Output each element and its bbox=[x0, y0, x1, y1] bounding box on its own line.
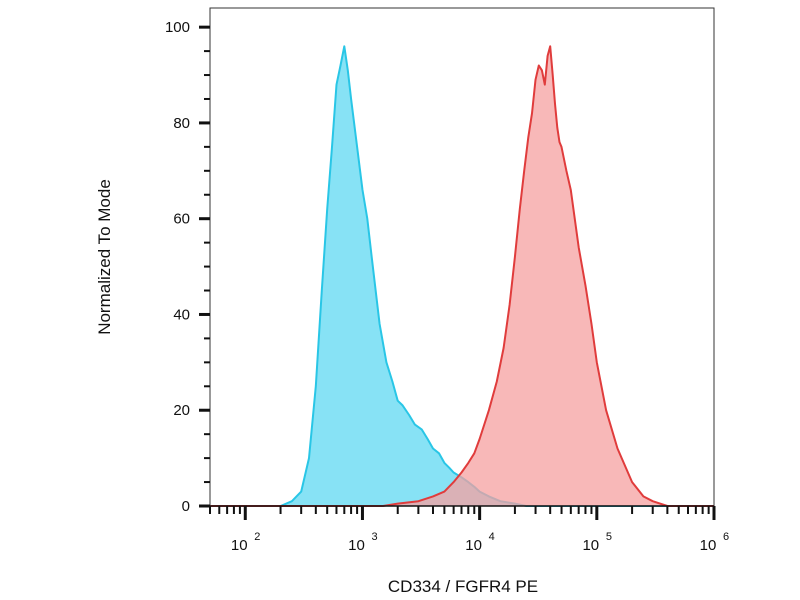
series-1-line bbox=[210, 45, 714, 507]
x-axis-title: CD334 / FGFR4 PE bbox=[388, 577, 538, 596]
x-tick-label-6: 10 bbox=[700, 537, 717, 554]
y-tick-label-100: 100 bbox=[165, 19, 190, 36]
x-tick-label-4: 10 bbox=[465, 537, 482, 554]
series-2-line bbox=[210, 45, 714, 507]
x-tick-label-5: 10 bbox=[582, 537, 599, 554]
x-tick-exponent-6: 6 bbox=[723, 531, 729, 543]
series-layer bbox=[210, 45, 714, 507]
series-2-fill bbox=[210, 46, 714, 507]
y-tick-label-0: 0 bbox=[182, 498, 190, 515]
y-tick-label-80: 80 bbox=[173, 115, 190, 132]
y-axis-title: Normalized To Mode bbox=[95, 179, 114, 335]
y-tick-label-20: 20 bbox=[173, 402, 190, 419]
x-tick-exponent-5: 5 bbox=[606, 531, 612, 543]
x-tick-exponent-4: 4 bbox=[489, 531, 495, 543]
y-tick-label-40: 40 bbox=[173, 306, 190, 323]
axes-layer: 0 20 40 60 80 100 10 2 10 3 10 4 10 5 10 6 bbox=[165, 19, 729, 554]
series-1-fill bbox=[210, 46, 714, 507]
x-tick-exponent-3: 3 bbox=[371, 531, 377, 543]
plot-frame bbox=[209, 7, 715, 507]
y-tick-label-60: 60 bbox=[173, 211, 190, 228]
x-tick-exponent-2: 2 bbox=[254, 531, 260, 543]
x-tick-label-2: 10 bbox=[231, 537, 248, 554]
x-tick-label-3: 10 bbox=[348, 537, 365, 554]
